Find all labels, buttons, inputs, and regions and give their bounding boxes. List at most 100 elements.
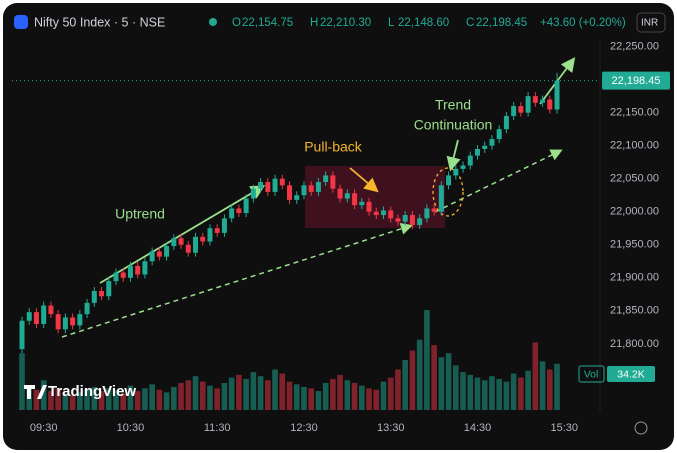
volume-bar — [113, 389, 119, 410]
candle-body — [287, 185, 293, 200]
volume-bar — [48, 391, 54, 410]
x-tick-label: 10:30 — [117, 422, 145, 434]
ohlc-key: O — [232, 17, 241, 29]
candle-body — [26, 312, 32, 321]
candle-body — [250, 188, 256, 199]
candle-body — [99, 291, 105, 297]
volume-bar — [424, 310, 430, 410]
candle-body — [301, 185, 307, 196]
candle-body — [366, 201, 372, 212]
candle-body — [308, 185, 314, 192]
volume-bar — [387, 377, 394, 410]
volume-bar — [525, 370, 531, 410]
volume-bar — [243, 378, 249, 410]
annotation: Pull-back — [304, 139, 363, 155]
volume-bar — [453, 365, 459, 410]
candle-body — [33, 312, 39, 325]
candle-body — [178, 238, 184, 245]
candle-body — [474, 148, 480, 156]
candle-body — [460, 165, 466, 169]
candle-body — [467, 155, 473, 166]
volume-bar — [395, 369, 401, 410]
volume-value: 34.2K — [617, 368, 644, 380]
volume-bar — [127, 385, 134, 410]
volume-bar — [40, 380, 47, 410]
volume-bar — [105, 388, 112, 410]
candle-body — [171, 238, 177, 247]
candle-body — [272, 178, 278, 192]
volume-bar — [163, 392, 170, 410]
candle-body — [402, 215, 408, 222]
volume-bar — [489, 376, 495, 410]
volume-bar — [554, 363, 560, 410]
candle-body — [554, 80, 560, 110]
volume-bar — [236, 374, 242, 410]
trend-line — [61, 223, 413, 338]
candle-body — [540, 99, 546, 103]
volume-bar — [19, 353, 25, 410]
candle-body — [337, 188, 343, 199]
volume-bar — [380, 381, 387, 410]
y-tick-label: 22,050.00 — [610, 173, 659, 185]
candle-body — [149, 251, 155, 262]
symbol-title[interactable]: Nifty 50 Index · 5 · NSE — [34, 15, 165, 29]
y-tick-label: 22,000.00 — [610, 206, 659, 218]
volume-bar — [156, 389, 163, 410]
candle-body — [344, 193, 350, 199]
candle-body — [489, 139, 495, 146]
candle-body — [142, 261, 148, 275]
currency[interactable]: INR — [641, 18, 658, 29]
candle-body — [294, 195, 300, 200]
volume-bar — [293, 384, 300, 410]
candle-body — [236, 208, 242, 214]
candle-body — [388, 210, 394, 219]
ohlc-value: 22,154.75 — [242, 17, 293, 29]
currency-box[interactable] — [636, 12, 666, 33]
volume-bar — [286, 381, 293, 410]
candle-body — [258, 182, 264, 189]
candle-body — [70, 317, 76, 326]
candle-body — [525, 96, 531, 113]
candle-body — [207, 228, 213, 242]
candle-body — [214, 228, 220, 233]
volume-bar — [359, 385, 365, 410]
ohlc-key: L — [388, 17, 395, 29]
candle-body — [518, 106, 524, 113]
y-tick-label: 22,150.00 — [610, 107, 659, 119]
candle-body — [106, 281, 112, 297]
annotation: Trend — [435, 97, 471, 113]
y-tick-label: 21,900.00 — [610, 272, 659, 284]
volume-bar — [366, 388, 372, 410]
volume-bar — [467, 374, 474, 410]
candle-body — [55, 314, 61, 330]
volume-bar — [510, 373, 517, 410]
y-tick-label: 21,950.00 — [610, 239, 659, 251]
candle-body — [330, 175, 336, 189]
candle-body — [352, 193, 358, 206]
volume-bar — [265, 380, 271, 410]
volume-bar — [199, 381, 206, 410]
volume-bar — [272, 369, 278, 410]
volume-bar — [409, 350, 416, 410]
volume-bar — [351, 382, 358, 410]
volume-bar — [192, 376, 199, 410]
candle-body — [135, 265, 141, 275]
volume-title-box — [578, 365, 605, 383]
ohlc-key: H — [310, 17, 318, 29]
x-tick-label: 13:30 — [377, 422, 405, 434]
volume-bar — [322, 382, 329, 410]
ohlc-value: 22,210.30 — [320, 17, 371, 29]
candle-body — [431, 208, 437, 212]
volume-bar — [546, 369, 553, 410]
volume-bar — [171, 387, 177, 410]
brand: TradingView — [48, 383, 136, 400]
settings-icon[interactable] — [634, 421, 648, 435]
volume-bar — [503, 381, 510, 410]
volume-bar — [98, 391, 105, 410]
volume-bar — [518, 377, 524, 410]
market-status-dot — [209, 18, 217, 26]
candle-body — [91, 291, 97, 303]
candle-body — [113, 272, 119, 282]
annotation: Uptrend — [115, 206, 165, 222]
volume-bar — [445, 353, 452, 410]
